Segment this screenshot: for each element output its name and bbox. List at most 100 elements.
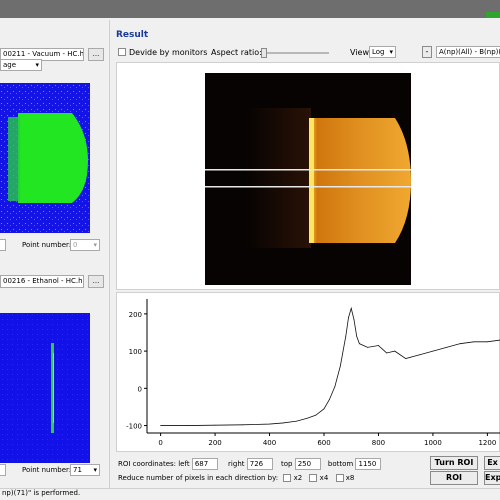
profile-point — [269, 423, 270, 425]
chevron-down-icon: ▾ — [389, 48, 393, 56]
frame2-browse-button[interactable]: ... — [88, 275, 104, 288]
profile-series-line — [160, 306, 500, 426]
roi-coordinates-row: ROI coordinates: left 687 right 726 top … — [118, 458, 382, 470]
x-tick-label: 600 — [317, 439, 330, 447]
frame2-point-number-label: Point number: — [22, 466, 72, 474]
profile-point — [187, 425, 189, 426]
roi-line-top[interactable] — [205, 169, 411, 171]
result-title: Result — [116, 30, 149, 40]
frame1-left-stub — [0, 239, 6, 251]
frame2-header: 00216 - Ethanol - HC.h5 ... — [0, 273, 110, 289]
roi-right-label: right — [228, 460, 245, 468]
frame2-point-number-value: 71 — [73, 466, 82, 474]
x-tick-label: 0 — [158, 439, 162, 447]
roi-top-label: top — [280, 460, 293, 468]
profile-point — [378, 345, 379, 346]
y-tick-label: 200 — [129, 311, 142, 319]
x8-checkbox[interactable] — [335, 474, 344, 482]
x2-label: x2 — [293, 474, 303, 482]
reduce-pixels-label: Reduce number of pixels in each directio… — [118, 474, 279, 482]
profile-plot-svg: -100 0 100 200 0 200 400 600 800 1000 1200 — [126, 299, 500, 447]
result-toolbar: Devide by monitors Aspect ratio: View Lo… — [116, 46, 500, 60]
minus-button[interactable]: - — [422, 46, 432, 58]
profile-point — [348, 317, 349, 319]
profile-point — [353, 319, 355, 320]
profile-point — [446, 346, 447, 348]
status-bar: np)(71)" is performed. — [0, 488, 500, 500]
x-tick-label: 400 — [263, 439, 276, 447]
result-heatmap — [205, 73, 411, 285]
y-tick-label: 100 — [129, 348, 142, 356]
profile-point — [394, 350, 396, 352]
frame1-point-number-label: Point number: — [22, 241, 72, 249]
aspect-ratio-slider-track[interactable] — [261, 52, 329, 54]
y-tick-label: 0 — [138, 385, 142, 393]
roi-right-field[interactable]: 726 — [246, 458, 273, 470]
reduce-pixels-row: Reduce number of pixels in each directio… — [118, 474, 354, 482]
y-tick-label: -100 — [126, 423, 142, 431]
aspect-ratio-slider-handle[interactable] — [261, 48, 267, 58]
frame1-image-svg — [0, 83, 90, 233]
profile-point — [323, 408, 325, 410]
devide-by-monitors-label: Devide by monitors — [129, 48, 208, 57]
frame1-point-number-field[interactable]: 0 ▾ — [70, 239, 100, 251]
profile-point — [334, 386, 336, 387]
roi-top-field[interactable]: 250 — [294, 458, 321, 470]
frame1-image — [0, 83, 90, 233]
roi-left-field[interactable]: 687 — [191, 458, 218, 470]
frame1-path-field[interactable]: 00211 - Vacuum - HC.h5 — [0, 48, 84, 61]
roi-line-bottom[interactable] — [205, 186, 411, 188]
profile-point — [405, 358, 407, 359]
x-tick-label: 200 — [208, 439, 221, 447]
frame2-image-svg — [0, 313, 90, 463]
devide-by-monitors-checkbox[interactable] — [118, 48, 126, 56]
profile-point — [339, 365, 341, 367]
profile-point — [307, 417, 309, 419]
profile-point — [367, 346, 368, 348]
roi-button[interactable]: ROI — [430, 471, 478, 485]
roi-coordinates-label: ROI coordinates: left — [118, 460, 190, 468]
aspect-ratio-label: Aspect ratio: — [211, 48, 262, 57]
frame2-image — [0, 313, 90, 463]
frame1-mode-select[interactable]: age ▾ — [0, 59, 42, 71]
profile-point — [386, 352, 388, 354]
x-tick-label: 1000 — [424, 439, 442, 447]
roi-bottom-field[interactable]: 1150 — [355, 458, 382, 470]
profile-plot-panel: -100 0 100 200 0 200 400 600 800 1000 1200 — [116, 292, 500, 452]
profile-point — [329, 399, 330, 400]
profile-point — [418, 354, 420, 356]
frame1-browse-button[interactable]: ... — [88, 48, 104, 61]
export-button-2[interactable]: Exp — [484, 471, 500, 485]
frame1-mode-value: age — [3, 61, 17, 69]
window-titlebar — [0, 0, 500, 18]
profile-point — [282, 422, 284, 424]
x-tick-label: 1200 — [478, 439, 496, 447]
turn-roi-button[interactable]: Turn ROI — [430, 456, 478, 470]
profile-point — [486, 341, 488, 343]
profile-point — [356, 335, 358, 337]
x4-label: x4 — [319, 474, 329, 482]
profile-point — [345, 335, 347, 337]
frame1-header: 00211 - Vacuum - HC.h5 ... — [0, 46, 110, 62]
frame2-left-stub — [0, 464, 6, 476]
view-select-value: Log — [372, 48, 385, 56]
profile-point — [214, 424, 216, 426]
titlebar-accent — [486, 12, 500, 18]
frame2-point-number-field[interactable]: 71 ▾ — [70, 464, 100, 476]
x4-checkbox[interactable] — [309, 474, 318, 482]
x2-checkbox[interactable] — [283, 474, 292, 482]
x-tick-label: 800 — [372, 439, 385, 447]
profile-point — [315, 414, 317, 416]
chevron-down-icon: ▾ — [35, 61, 39, 69]
x8-label: x8 — [345, 474, 355, 482]
formula-field[interactable]: A(np)(All) - B(np)(7 — [436, 46, 500, 58]
frame2-path-field[interactable]: 00216 - Ethanol - HC.h5 — [0, 275, 84, 288]
profile-point — [296, 420, 298, 422]
result-image-panel — [116, 62, 500, 290]
profile-point — [359, 343, 360, 345]
spin-icon: ▾ — [93, 241, 97, 249]
view-select[interactable]: Log ▾ — [369, 46, 396, 58]
export-button-1[interactable]: Ex — [484, 456, 500, 470]
view-label: View — [350, 48, 369, 57]
profile-point — [473, 341, 475, 343]
